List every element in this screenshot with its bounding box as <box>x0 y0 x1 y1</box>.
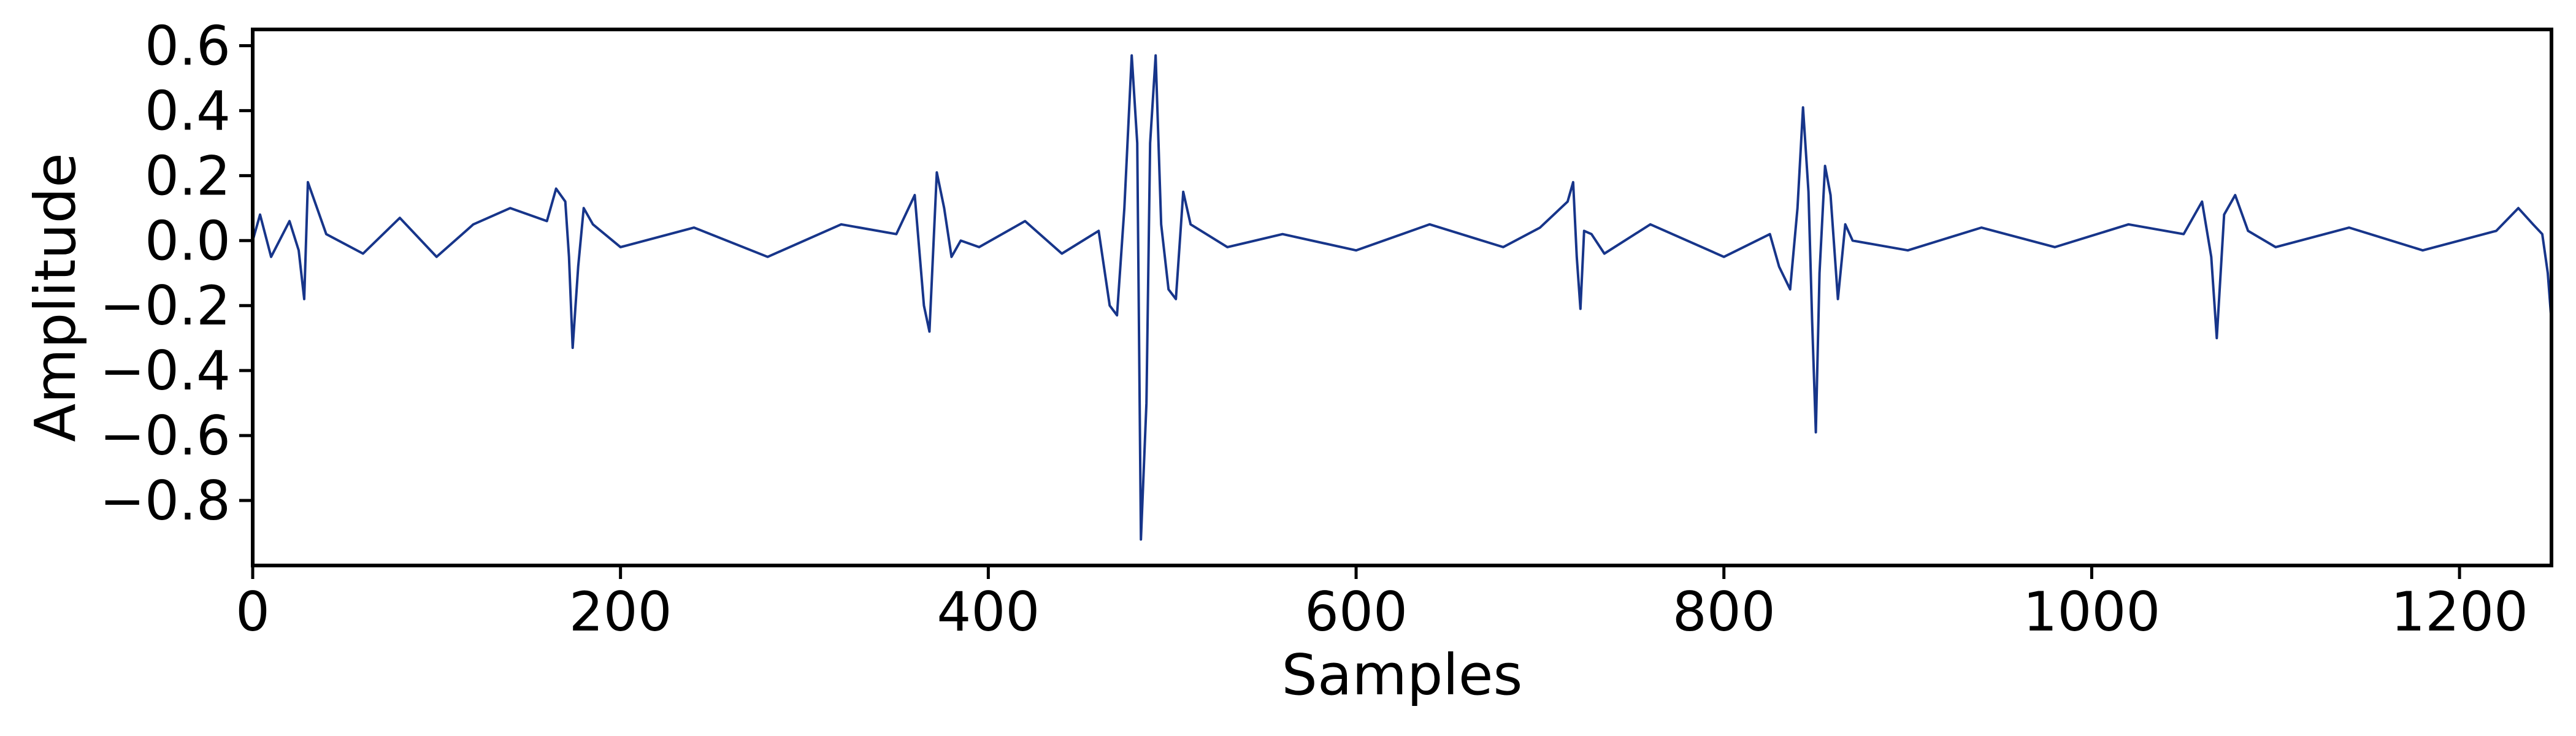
x-tick-label: 600 <box>1305 580 1408 643</box>
y-tick-label: −0.4 <box>99 339 231 402</box>
x-axis-label: Samples <box>1282 642 1523 708</box>
plot-area-frame <box>251 28 2553 567</box>
x-axis-ticks: 0 200 400 600 800 1000 1200 <box>236 565 2528 643</box>
y-tick-label: 0.0 <box>145 209 231 272</box>
x-tick-label: 400 <box>937 580 1040 643</box>
x-tick-label: 1000 <box>2023 580 2160 643</box>
y-tick-label: 0.6 <box>145 14 231 77</box>
y-tick-label: 0.2 <box>145 144 231 207</box>
y-tick-label: −0.6 <box>99 404 231 467</box>
y-axis-ticks: 0.60.40.20.0−0.2−0.4−0.6−0.8 <box>99 14 253 532</box>
x-tick-label: 1200 <box>2391 580 2528 643</box>
y-tick-label: 0.4 <box>145 79 231 142</box>
y-tick-label: −0.8 <box>99 469 231 532</box>
x-tick-label: 0 <box>236 580 270 643</box>
x-tick-label: 200 <box>569 580 672 643</box>
series-layer <box>251 54 2553 541</box>
y-tick-label: −0.2 <box>99 274 231 337</box>
x-tick-label: 800 <box>1673 580 1776 643</box>
series-line-0 <box>251 54 2553 541</box>
y-axis-label: Amplitude <box>23 153 88 442</box>
